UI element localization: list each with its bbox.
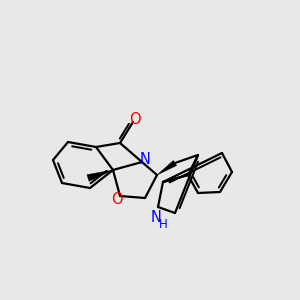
Text: N: N — [151, 209, 161, 224]
Polygon shape — [157, 160, 177, 175]
Text: H: H — [159, 218, 167, 230]
Text: N: N — [140, 152, 150, 166]
Text: O: O — [129, 112, 141, 127]
Polygon shape — [87, 170, 113, 181]
Text: O: O — [111, 193, 123, 208]
